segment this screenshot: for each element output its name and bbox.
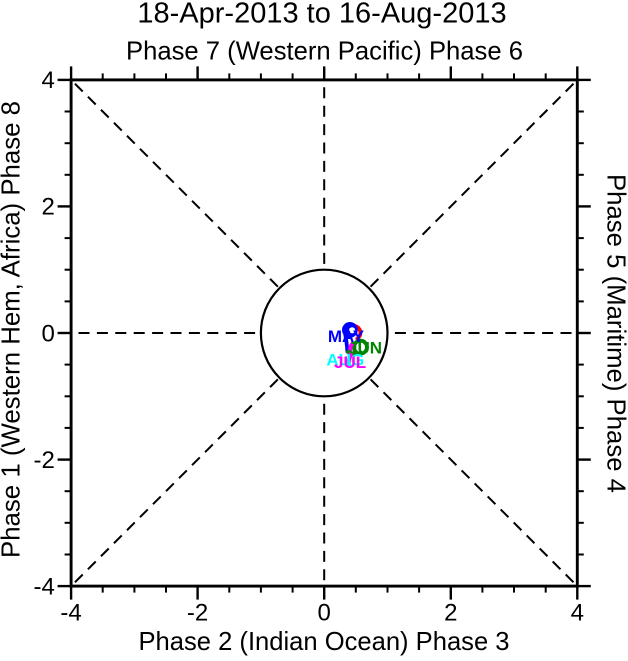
svg-text:-4: -4	[60, 599, 81, 626]
svg-text:JUL: JUL	[334, 353, 366, 372]
svg-text:Phase 1 (Western Hem, Africa): Phase 1 (Western Hem, Africa) Phase 8	[0, 101, 25, 558]
svg-text:0: 0	[318, 599, 331, 626]
svg-text:-2: -2	[187, 599, 208, 626]
svg-text:2: 2	[41, 194, 54, 221]
svg-text:Phase 5 (Maritime) Phase 4: Phase 5 (Maritime) Phase 4	[602, 174, 628, 493]
svg-text:Phase 2 (Indian Ocean) Phase 3: Phase 2 (Indian Ocean) Phase 3	[139, 626, 510, 656]
svg-text:Phase 7 (Western Pacific) Phas: Phase 7 (Western Pacific) Phase 6	[126, 35, 523, 65]
svg-text:0: 0	[41, 320, 54, 347]
svg-text:4: 4	[571, 599, 584, 626]
svg-text:2: 2	[444, 599, 457, 626]
svg-text:4: 4	[41, 67, 54, 94]
svg-text:-2: -2	[33, 447, 54, 474]
svg-text:18-Apr-2013 to 16-Aug-2013: 18-Apr-2013 to 16-Aug-2013	[137, 0, 506, 29]
svg-text:-4: -4	[33, 573, 54, 600]
